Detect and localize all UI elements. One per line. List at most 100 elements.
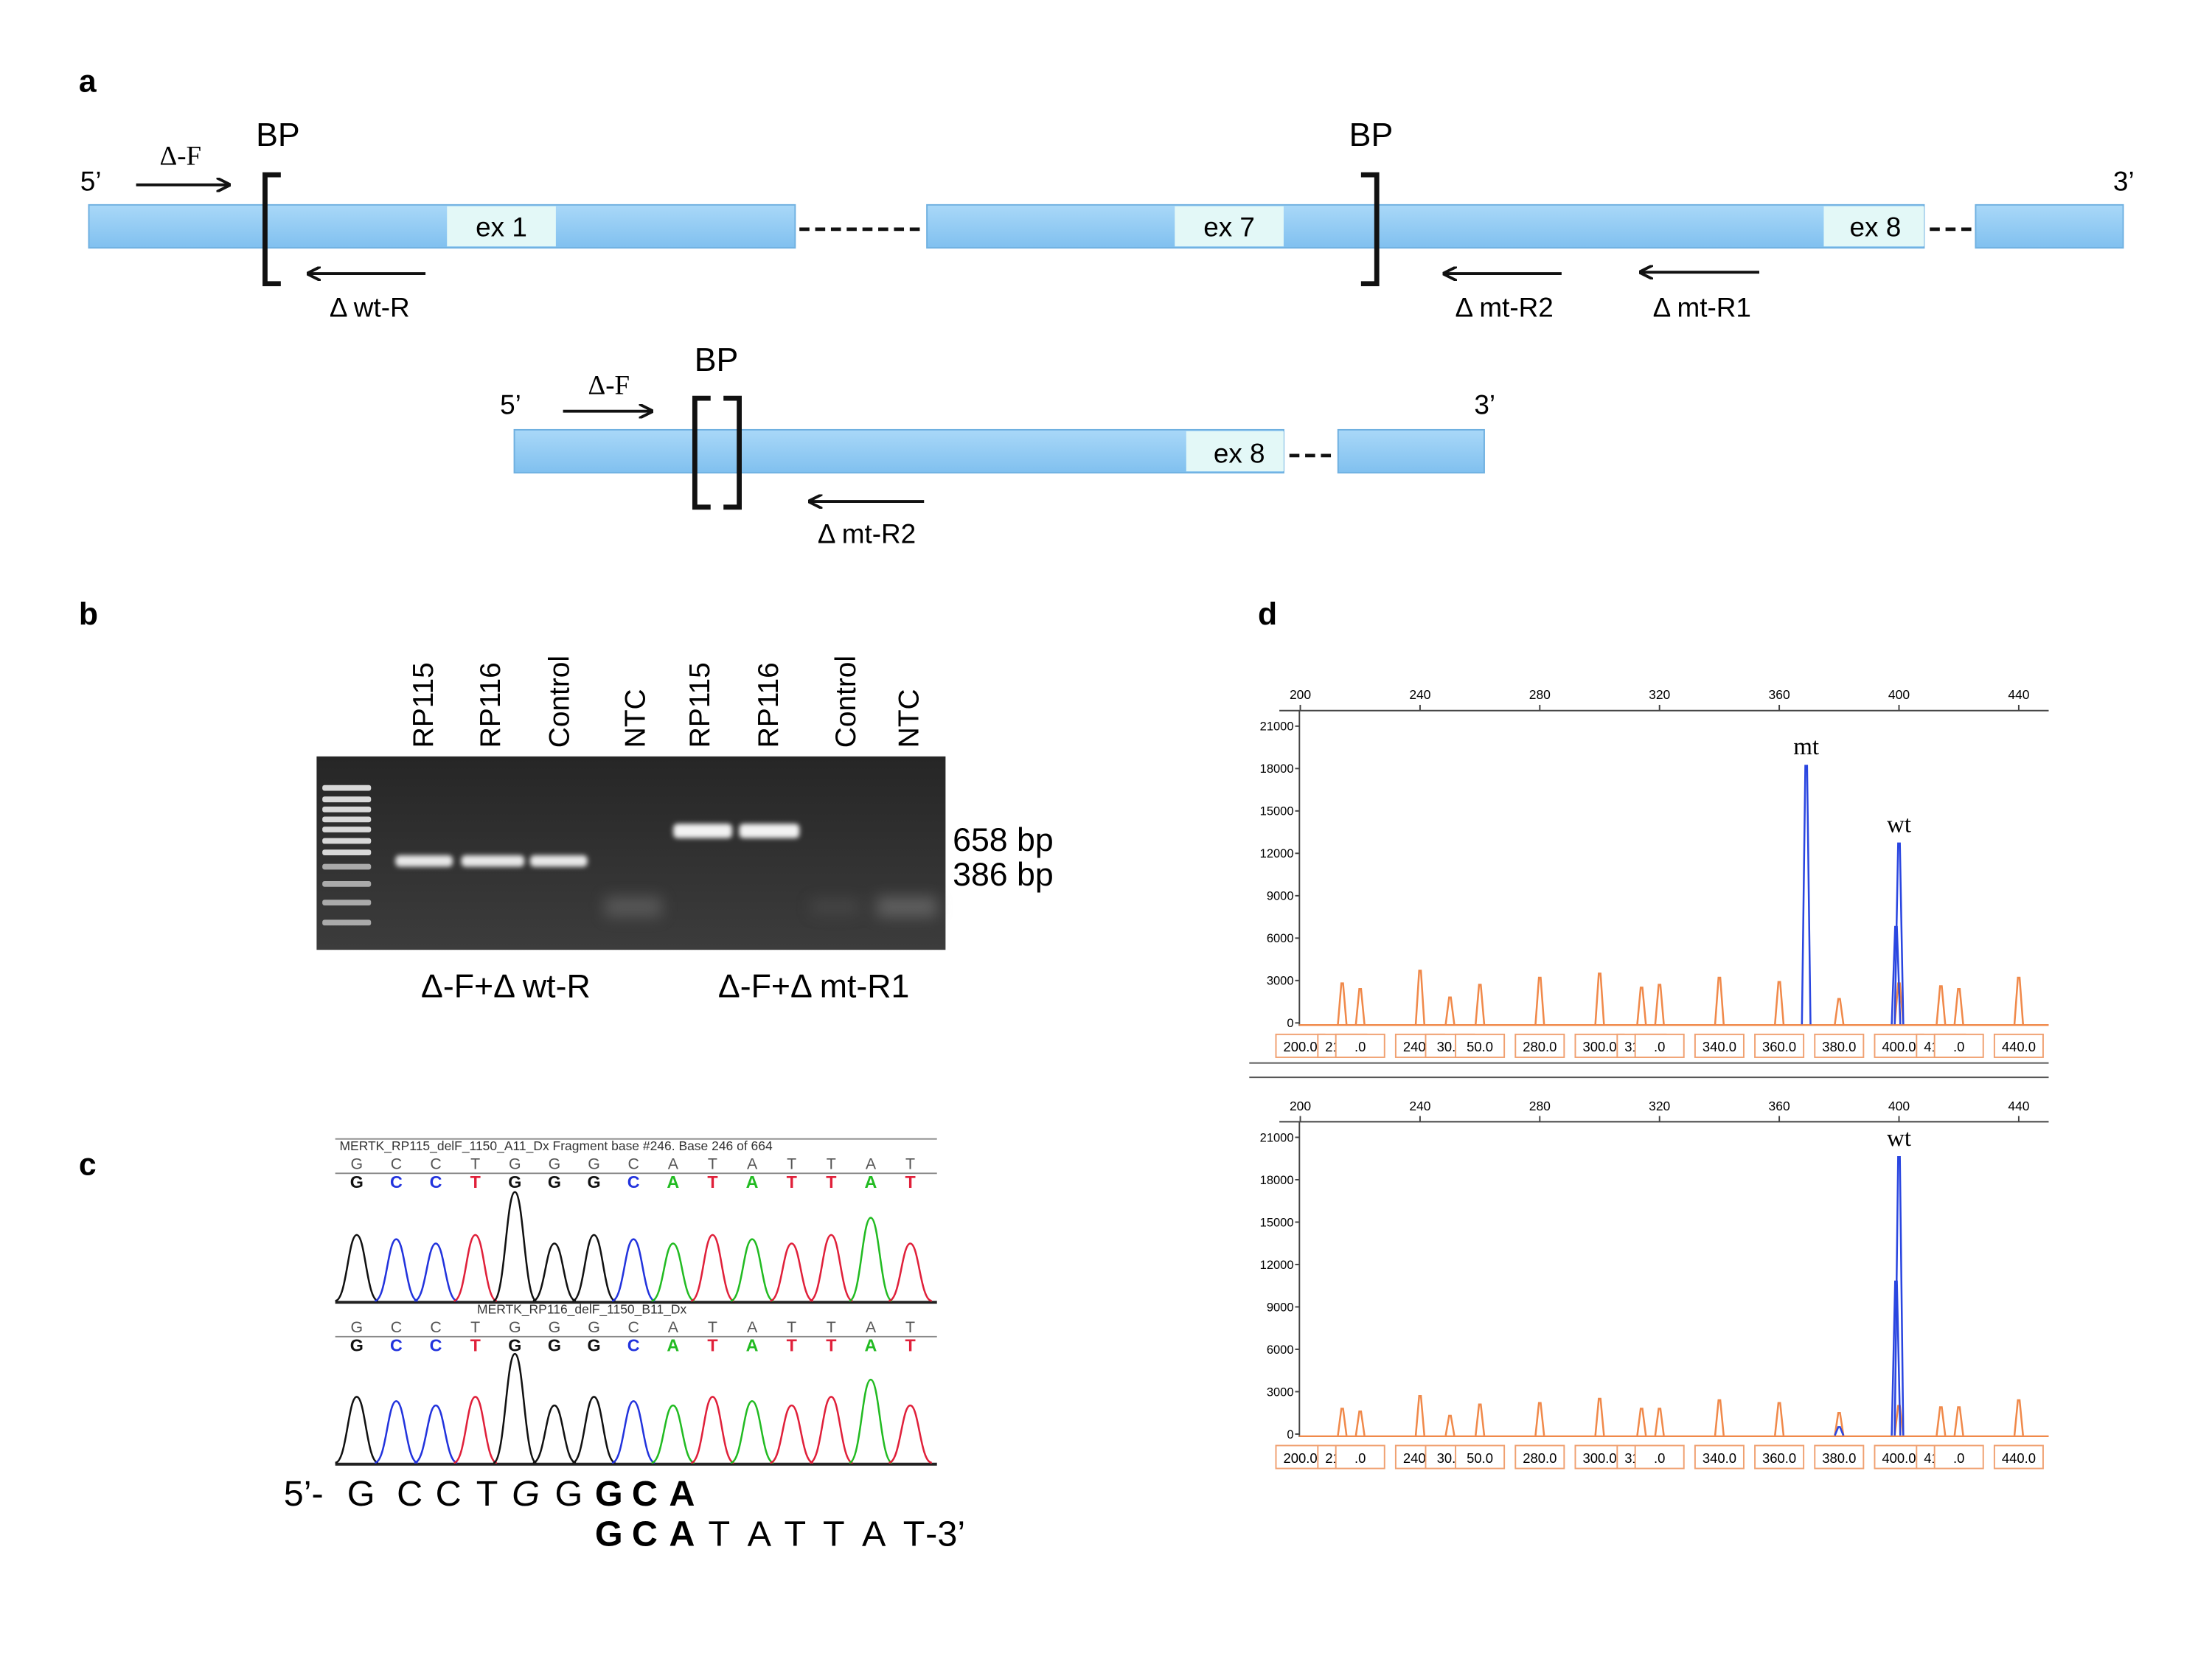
x-tick-label: 240 (1409, 687, 1430, 702)
size-box (1574, 1033, 1625, 1058)
y-tick-label: 18000 (1260, 762, 1294, 776)
chromatograms: GGCCCCTTGGGGGGCCAATTAATTTTAATTGGCCCCTTGG… (335, 1155, 933, 1464)
base-call: T (827, 1318, 836, 1336)
base-call: T (787, 1155, 796, 1172)
y-tick-label: 9000 (1267, 1301, 1294, 1314)
peak (1774, 1402, 1785, 1436)
trace-peak (571, 1396, 616, 1464)
base-call: G (350, 1172, 364, 1192)
base-call: G (549, 1318, 561, 1336)
base-call: C (627, 1155, 639, 1172)
bp-label: BP (256, 117, 300, 153)
y-tick-label: 15000 (1260, 805, 1294, 818)
trace-peak (571, 1234, 616, 1302)
base-call: T (470, 1335, 481, 1354)
trace-peak (849, 1378, 893, 1464)
y-tick-label: 9000 (1267, 890, 1294, 903)
x-tick-label: 400 (1888, 1099, 1910, 1113)
trace-peak (414, 1242, 458, 1302)
electropherogram: 200 240 280 320 360 400 440 0 3000 6000 9000 12000 1… (1260, 1099, 2049, 1470)
gene-segment (513, 428, 1284, 474)
peak (1935, 1406, 1947, 1436)
five-prime: 5’ (500, 390, 521, 420)
ladder-band (322, 827, 372, 832)
peak (1444, 996, 1455, 1025)
size-box (1993, 1033, 2044, 1058)
base-call: A (668, 1318, 679, 1336)
y-tick-label: 0 (1287, 1017, 1293, 1030)
ladder-band (322, 880, 372, 887)
base-call: A (866, 1318, 877, 1336)
trace-peak (414, 1404, 458, 1464)
base-call: C (391, 1155, 402, 1172)
size-box (1933, 1033, 1984, 1058)
trace-peak (809, 1396, 854, 1464)
x-tick-label: 320 (1649, 687, 1670, 702)
breakpoint-bracket (1360, 172, 1380, 287)
size-label: 300.0 (1582, 1039, 1616, 1054)
exon-label: ex 7 (1203, 212, 1255, 243)
trace-peak (611, 1238, 655, 1302)
breakpoint-bracket (262, 172, 281, 287)
peak (1953, 988, 1964, 1025)
size-box (1814, 1033, 1865, 1058)
peak (1834, 998, 1845, 1025)
peak-annotation: mt (1793, 734, 1819, 760)
peak (1534, 1402, 1545, 1436)
lane-label: RP115 (408, 662, 439, 748)
ladder-band (322, 785, 372, 791)
size-label: 300.0 (1582, 1450, 1616, 1466)
trace-peak (651, 1242, 695, 1302)
peak (1534, 976, 1545, 1025)
size-label: .0 (1654, 1450, 1665, 1466)
base-call: T (787, 1335, 797, 1354)
base-call: A (865, 1172, 877, 1192)
base-call: T (905, 1155, 915, 1172)
base-call: T (826, 1172, 836, 1192)
primer-label: Δ mt-R1 (1653, 292, 1751, 322)
peak (1953, 1406, 1964, 1436)
ladder-band (322, 816, 372, 823)
base-call: C (390, 1172, 403, 1192)
band-size: 658 bp (953, 822, 1054, 858)
trace-peak (374, 1399, 419, 1464)
size-box (1514, 1033, 1565, 1058)
peak (1337, 1408, 1348, 1436)
base-call: C (430, 1155, 441, 1172)
gel-band (461, 855, 525, 867)
sequence-base: T (476, 1474, 498, 1514)
peak (1893, 842, 1905, 1025)
gene-segment (88, 204, 796, 249)
size-box (1514, 1444, 1565, 1470)
exon-box (447, 206, 556, 247)
size-box (1574, 1444, 1625, 1470)
lane-label: RP116 (475, 662, 507, 748)
peak (1337, 982, 1348, 1025)
y-tick-label: 3000 (1267, 1385, 1294, 1399)
panel-label: b (79, 597, 98, 632)
sequence-base: A (669, 1514, 695, 1554)
base-call: C (390, 1335, 403, 1354)
x-tick-label: 440 (2008, 1099, 2029, 1113)
trace-peak (730, 1238, 774, 1302)
primer-dimers (604, 897, 937, 917)
ladder-band (322, 806, 372, 813)
electropherogram: 200 240 280 320 360 400 440 0 3000 6000 9000 12000 1… (1260, 687, 2049, 1058)
size-label: 50.0 (1467, 1450, 1493, 1466)
size-box (1814, 1444, 1865, 1470)
size-box (1993, 1444, 2044, 1470)
base-call: G (350, 1155, 363, 1172)
trace-peak (335, 1234, 379, 1302)
peak (1774, 981, 1785, 1025)
y-tick-label: 6000 (1267, 932, 1294, 945)
peak (1935, 985, 1947, 1025)
size-label: .0 (1953, 1039, 1964, 1054)
base-call: C (430, 1335, 442, 1354)
base-call: G (588, 1172, 601, 1192)
peak (1654, 984, 1665, 1025)
base-call: A (747, 1318, 758, 1336)
ladder (322, 785, 372, 926)
peak (1444, 1414, 1455, 1436)
